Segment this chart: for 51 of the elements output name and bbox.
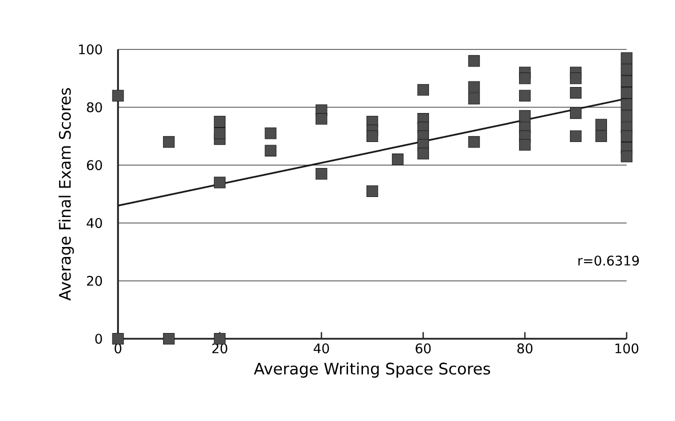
y-axis-title: Average Final Exam Scores (58, 88, 74, 301)
x-axis-title: Average Writing Space Scores (254, 362, 490, 378)
point (620, 98, 632, 110)
y-tick-label: 40 (86, 218, 102, 228)
point (519, 139, 531, 151)
point (570, 87, 582, 99)
point (366, 130, 378, 142)
point (570, 72, 582, 84)
point (214, 128, 226, 140)
point (163, 136, 175, 148)
point (214, 116, 226, 128)
point (214, 176, 226, 188)
x-tick-label: 80 (517, 344, 532, 354)
point (366, 186, 378, 198)
point (264, 145, 276, 157)
point (519, 110, 531, 122)
point (519, 72, 531, 84)
point (163, 333, 175, 345)
point (620, 52, 632, 64)
y-tick-label: 80 (86, 102, 102, 112)
x-tick-label: 40 (314, 344, 329, 354)
y-tick-label: 0 (95, 334, 102, 344)
point (468, 92, 480, 105)
x-tick-label: 100 (615, 344, 638, 354)
point (417, 84, 429, 96)
point (468, 81, 480, 93)
point (620, 64, 632, 76)
point (264, 128, 276, 140)
point (570, 130, 582, 142)
y-tick-label: 60 (86, 160, 102, 170)
point (112, 90, 124, 102)
point (392, 154, 404, 166)
point (570, 107, 582, 119)
point (620, 76, 632, 88)
point (468, 136, 480, 148)
point (620, 130, 632, 142)
y-tick-label: 100 (79, 44, 102, 54)
point (519, 90, 531, 102)
annotation: r=0.6319 (578, 256, 639, 266)
point (316, 113, 328, 125)
point (417, 148, 429, 160)
x-tick-label: 60 (416, 344, 431, 354)
point (595, 130, 607, 142)
point (112, 333, 124, 345)
point (595, 118, 607, 131)
point (620, 87, 632, 99)
point (468, 55, 480, 67)
point (316, 168, 328, 180)
point (620, 150, 632, 162)
point (620, 110, 632, 122)
y-tick-label: 20 (87, 276, 102, 286)
